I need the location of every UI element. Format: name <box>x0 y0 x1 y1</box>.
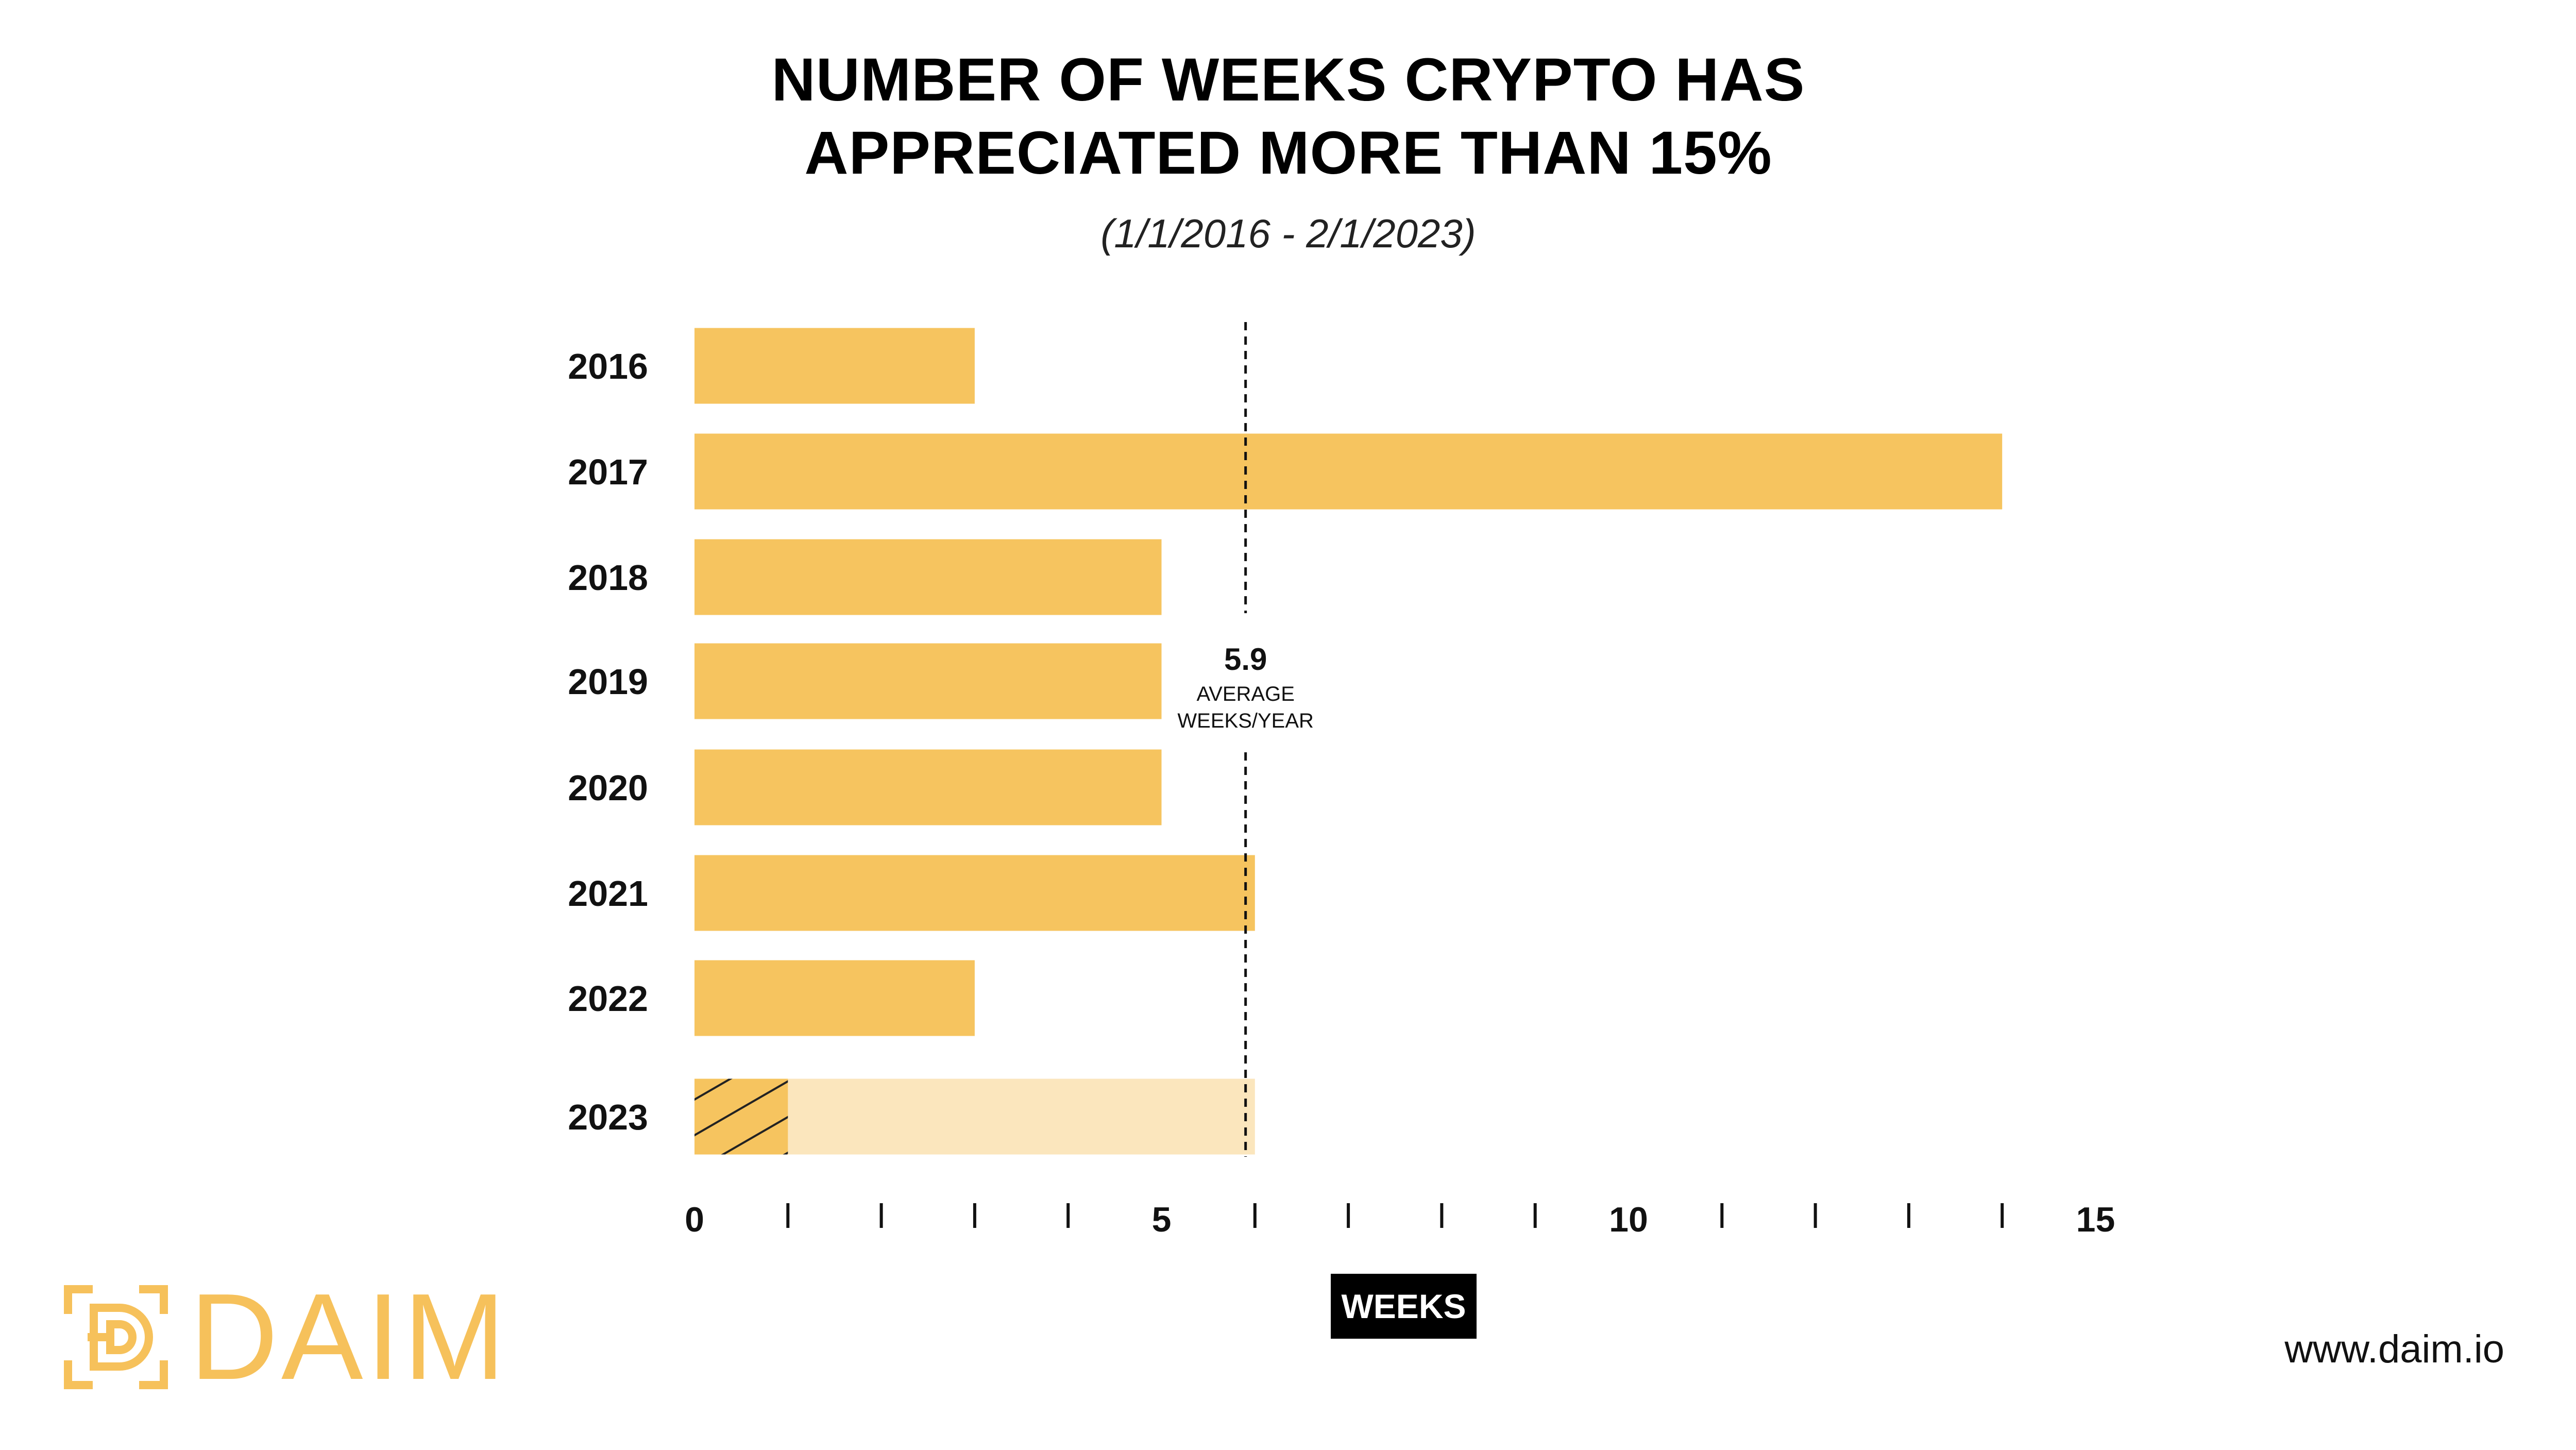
average-label-line-1: AVERAGE <box>1196 683 1294 705</box>
y-label-2016: 2016 <box>568 346 648 386</box>
x-tick-label-5: 5 <box>1152 1200 1172 1239</box>
x-axis-title: WEEKS <box>1331 1274 1477 1339</box>
bar-2017 <box>694 433 2003 510</box>
chart-subtitle: (1/1/2016 - 2/1/2023) <box>1100 211 1476 256</box>
average-label-line-2: WEEKS/YEAR <box>1177 710 1314 732</box>
x-tick-label-15: 15 <box>2076 1200 2115 1239</box>
y-label-2017: 2017 <box>568 452 648 492</box>
y-label-2019: 2019 <box>568 662 648 702</box>
bar-2021 <box>694 855 1255 931</box>
bar-2023 <box>694 1078 788 1155</box>
daim-logo: DAIM <box>62 1276 509 1398</box>
y-label-2018: 2018 <box>568 558 648 598</box>
x-tick-label-0: 0 <box>685 1200 704 1239</box>
y-label-2020: 2020 <box>568 768 648 808</box>
bar-2016 <box>694 328 975 404</box>
title-line-2: APPRECIATED MORE THAN 15% <box>804 119 1772 187</box>
x-axis: 0 5 10 15 <box>685 1200 2115 1239</box>
bar-2022 <box>694 960 975 1036</box>
bar-2018 <box>694 539 1162 615</box>
y-axis-labels: 2016 2017 2018 2019 2020 2021 2022 2023 <box>568 346 648 1137</box>
bars-layer <box>694 328 2003 1155</box>
title-line-1: NUMBER OF WEEKS CRYPTO HAS <box>771 46 1805 114</box>
x-tick-label-10: 10 <box>1609 1200 1648 1239</box>
chart-title: NUMBER OF WEEKS CRYPTO HAS APPRECIATED M… <box>0 44 2576 190</box>
average-value: 5.9 <box>1224 642 1267 677</box>
y-label-2023: 2023 <box>568 1097 648 1137</box>
daim-logo-icon <box>64 1285 168 1389</box>
logo-wordmark: DAIM <box>190 1269 509 1405</box>
y-label-2022: 2022 <box>568 979 648 1019</box>
bar-2019 <box>694 643 1162 719</box>
website-link[interactable]: www.daim.io <box>2284 1327 2504 1371</box>
y-label-2021: 2021 <box>568 873 648 914</box>
bar-2020 <box>694 749 1162 825</box>
average-marker: 5.9 AVERAGE WEEKS/YEAR <box>1177 322 1314 1157</box>
